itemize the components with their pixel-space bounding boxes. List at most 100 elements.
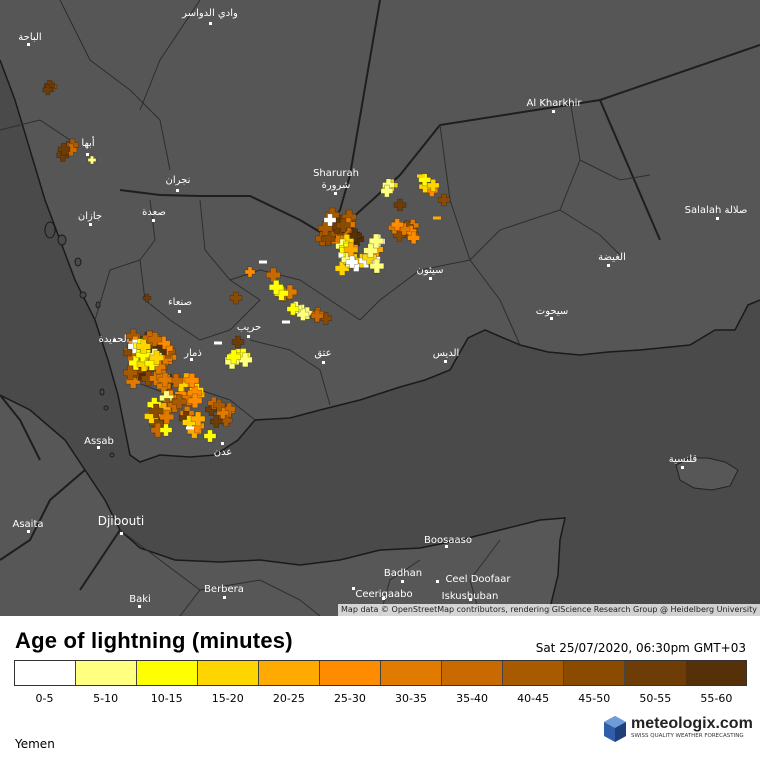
lightning-strike-marker — [148, 403, 164, 419]
legend-swatch-20-25 — [259, 661, 320, 685]
lightning-strike-marker — [393, 198, 407, 212]
lightning-strike-marker — [369, 258, 385, 274]
legend-swatch-0-5 — [15, 661, 76, 685]
lightning-strike-dash — [282, 320, 290, 324]
brand-tagline: SWISS QUALITY WEATHER FORECASTING — [631, 733, 744, 739]
lightning-strike-marker — [345, 255, 359, 269]
lightning-strike-marker — [125, 374, 141, 389]
lightning-strike-marker — [323, 213, 337, 227]
legend-label-20-25: 20-25 — [272, 692, 305, 705]
brand-name: meteologix.com — [631, 715, 753, 732]
lightning-strike-marker — [437, 193, 451, 207]
place-label-sharurah: Sharurah — [313, 168, 359, 179]
place-label-qalansiyah: قلنسية — [669, 454, 698, 465]
lightning-strike-marker — [368, 233, 384, 249]
lightning-map[interactable]: وادي الدواسر الباحة أبها نجران جازان صعد… — [0, 0, 760, 616]
place-label-dhamar: ذمار — [183, 348, 202, 359]
place-label-sharurah-ar: شرورة — [322, 180, 351, 191]
lightning-strike-marker — [212, 398, 226, 412]
legend-label-0-5: 0-5 — [35, 692, 54, 705]
legend-label-30-35: 30-35 — [395, 692, 427, 705]
legend-swatch-5-10 — [76, 661, 137, 685]
lightning-strike-marker — [128, 355, 144, 371]
place-label-iskushuban: Iskushuban — [442, 591, 499, 602]
place-label-ceel-doofaar: Ceel Doofaar — [445, 574, 511, 585]
lightning-strike-marker — [142, 293, 152, 303]
lightning-strike-dash — [214, 341, 222, 345]
map-attribution[interactable]: Map data © OpenStreetMap contributors, r… — [338, 604, 760, 616]
legend-label-55-60: 55-60 — [700, 692, 733, 705]
lightning-strike-marker — [123, 365, 138, 381]
legend-color-scale — [14, 660, 747, 686]
lightning-strike-marker — [210, 415, 223, 428]
legend-timestamp: Sat 25/07/2020, 06:30pm GMT+03 — [535, 641, 746, 655]
lightning-strike-marker — [157, 372, 173, 388]
place-label-sanaa: صنعاء — [168, 297, 192, 308]
place-label-aden: عدن — [214, 447, 233, 458]
lightning-strike-marker — [184, 373, 200, 388]
place-label-baki: Baki — [129, 594, 151, 605]
lightning-strike-dash — [433, 216, 441, 220]
lightning-strike-marker — [57, 143, 71, 156]
lightning-strike-marker — [426, 179, 440, 192]
lightning-strike-marker — [334, 261, 350, 276]
arabia-land — [0, 0, 760, 462]
lightning-strike-marker — [310, 309, 324, 323]
lightning-strike-marker — [159, 409, 175, 425]
legend-swatch-25-30 — [320, 661, 381, 685]
map-canvas: وادي الدواسر الباحة أبها نجران جازان صعد… — [0, 0, 760, 616]
legend-label-25-30: 25-30 — [333, 692, 366, 705]
lightning-strike-marker — [320, 231, 336, 247]
place-label-asaita: Asaita — [12, 519, 43, 530]
lightning-strike-marker — [190, 411, 206, 427]
place-label-jazan: جازان — [78, 211, 102, 222]
lightning-strike-marker — [244, 266, 256, 278]
region-label: Yemen — [15, 737, 55, 751]
town-dots — [27, 22, 719, 608]
place-label-ataq: عتق — [314, 348, 331, 359]
meteologix-cube-icon — [604, 716, 626, 742]
legend-swatch-45-50 — [564, 661, 625, 685]
lightning-strike-marker — [187, 393, 203, 409]
lightning-strike-marker — [149, 350, 165, 366]
lightning-strike-marker — [380, 184, 394, 198]
place-label-sayhut: سيحوت — [536, 306, 568, 317]
place-label-berbera: Berbera — [204, 584, 244, 595]
lightning-strike-marker — [226, 349, 242, 365]
place-label-harib: حريب — [237, 322, 261, 333]
place-label-al-kharkhir: Al Kharkhir — [527, 98, 583, 109]
lightning-strike-marker — [390, 218, 404, 231]
place-label-hodeidah: الحديدة — [99, 334, 130, 345]
lightning-strike-marker — [136, 339, 151, 354]
lightning-strike-marker — [407, 231, 420, 245]
lightning-strike-dash — [417, 174, 425, 178]
place-label-boosaaso: Boosaaso — [424, 535, 472, 546]
place-label-saada: صعدة — [142, 207, 166, 218]
lightning-strike-marker — [171, 394, 187, 410]
place-label-badhan: Badhan — [384, 568, 422, 579]
socotra — [675, 457, 739, 491]
lightning-strike-marker — [335, 218, 351, 233]
legend-label-10-15: 10-15 — [150, 692, 183, 705]
lightning-strike-marker — [203, 429, 217, 443]
place-label-ceerigaabo: Ceerigaabo — [355, 589, 412, 600]
legend-swatch-50-55 — [625, 661, 686, 685]
horn-land — [0, 395, 565, 616]
lightning-strikes — [42, 80, 451, 443]
legend-swatch-55-60 — [686, 661, 746, 685]
lightning-strike-marker — [231, 335, 245, 349]
place-label-assab: Assab — [84, 436, 114, 447]
legend-swatch-35-40 — [442, 661, 503, 685]
lightning-strike-marker — [42, 84, 54, 96]
lightning-strike-marker — [286, 302, 300, 316]
legend-swatch-15-20 — [198, 661, 259, 685]
legend-swatch-10-15 — [137, 661, 198, 685]
lightning-strike-marker — [347, 228, 362, 244]
place-label-ad-dis: الديس — [433, 348, 460, 359]
place-label-djibouti: Djibouti — [98, 514, 145, 528]
meteologix-logo[interactable]: meteologix.com SWISS QUALITY WEATHER FOR… — [603, 715, 753, 745]
lightning-strike-marker — [87, 155, 97, 165]
place-label-najran: نجران — [166, 175, 191, 186]
legend-label-15-20: 15-20 — [211, 692, 244, 705]
legend-label-45-50: 45-50 — [578, 692, 611, 705]
